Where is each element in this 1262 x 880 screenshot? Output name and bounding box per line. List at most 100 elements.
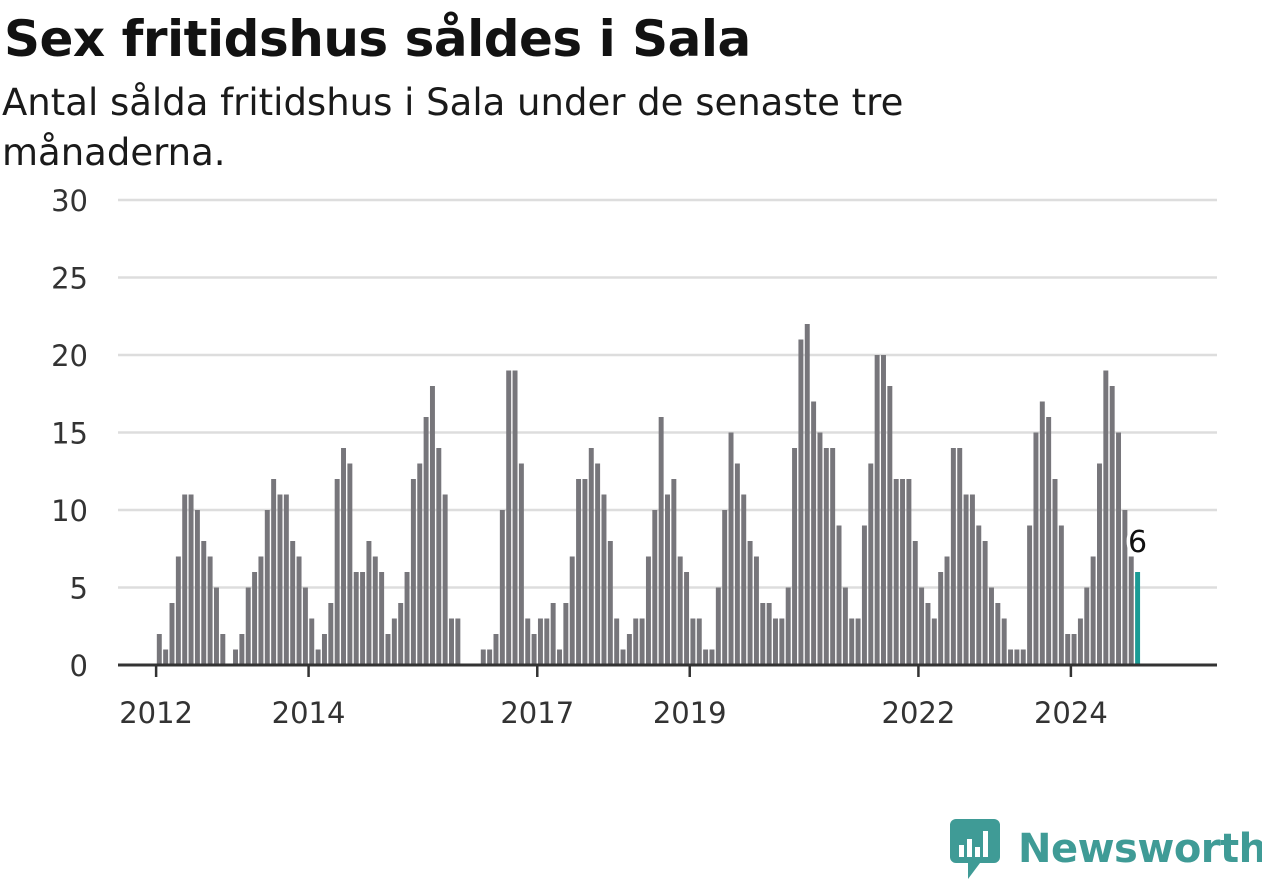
brand-name: Newsworthy [1018, 826, 1262, 872]
bar [252, 572, 258, 665]
bar [1001, 618, 1007, 665]
bar [1020, 649, 1026, 665]
latest-value-label: 6 [1128, 525, 1147, 560]
bar [391, 618, 397, 665]
bar [639, 618, 645, 665]
bar [1116, 432, 1122, 665]
bar [626, 634, 632, 665]
bar [309, 618, 315, 665]
bar [182, 494, 188, 665]
bar [245, 587, 251, 665]
y-tick-label: 5 [70, 572, 88, 606]
bar [963, 494, 969, 665]
bar [881, 355, 886, 665]
bar [817, 432, 823, 665]
x-tick-label: 2014 [272, 696, 346, 730]
bar [328, 603, 334, 665]
bar [277, 494, 283, 665]
y-tick-label: 15 [51, 417, 88, 451]
bar [614, 618, 620, 665]
bar [207, 556, 213, 665]
bar [1065, 634, 1071, 665]
bar [347, 463, 353, 665]
bar [830, 448, 836, 665]
bar [804, 324, 810, 665]
bar [976, 525, 982, 665]
bar [506, 370, 512, 665]
bar [1128, 556, 1134, 665]
y-tick-label: 30 [51, 184, 88, 218]
bar [493, 634, 499, 665]
bar [607, 541, 613, 665]
bar [1014, 649, 1020, 665]
bar [442, 494, 448, 665]
bar [798, 339, 804, 665]
bar [1046, 417, 1052, 665]
bar [455, 618, 461, 665]
bar [849, 618, 855, 665]
bar [893, 479, 899, 665]
bar [595, 463, 601, 665]
bar [989, 587, 994, 665]
x-tick-label: 2022 [882, 696, 956, 730]
bar [398, 603, 404, 665]
bar [550, 603, 556, 665]
bar [423, 417, 429, 665]
bar [982, 541, 988, 665]
newsworthy-logo: Newsworthy [950, 818, 1262, 880]
bar [334, 479, 340, 665]
bar [836, 525, 842, 665]
bar [900, 479, 906, 665]
bar [194, 510, 200, 665]
bar [950, 448, 956, 665]
bar [645, 556, 651, 665]
bar [175, 556, 181, 665]
bar [188, 494, 194, 665]
bar [1008, 649, 1014, 665]
bar [201, 541, 207, 665]
newsworthy-logo-icon [950, 819, 1000, 879]
bar [601, 494, 607, 665]
chart-title: Sex fritidshus såldes i Sala [4, 10, 751, 68]
bar [372, 556, 378, 665]
bar [588, 448, 594, 665]
y-axis: 0 5 10 15 20 25 30 [51, 184, 88, 683]
bar [658, 417, 664, 665]
bar [1033, 432, 1039, 665]
bar [855, 618, 861, 665]
bar [258, 556, 264, 665]
bar [652, 510, 658, 665]
bar [499, 510, 505, 665]
bar [671, 479, 677, 665]
bar [760, 603, 766, 665]
bar [213, 587, 219, 665]
bar [842, 587, 848, 665]
bar [1027, 525, 1033, 665]
bar-latest [1135, 572, 1141, 665]
bar-chart: 2012 2014 2017 2019 2022 2024 0 5 10 15 20 25 30 6 [51, 184, 1217, 730]
bar [906, 479, 912, 665]
annotations: 6 [1125, 522, 1151, 564]
bar [995, 603, 1001, 665]
bar [925, 603, 931, 665]
bar [792, 448, 798, 665]
bar [290, 541, 296, 665]
y-tick-label: 25 [51, 262, 88, 296]
bar [487, 649, 493, 665]
chart-subtitle: Antal sålda fritidshus i Sala under de s… [2, 81, 904, 174]
bar [677, 556, 683, 665]
x-tick-label: 2017 [500, 696, 574, 730]
bar [665, 494, 670, 665]
bar [271, 479, 277, 665]
bar [703, 649, 709, 665]
bar [861, 525, 867, 665]
bar [1096, 463, 1102, 665]
bar [938, 572, 944, 665]
y-tick-label: 10 [51, 494, 88, 528]
bar [874, 355, 880, 665]
bar [302, 587, 308, 665]
bar [931, 618, 937, 665]
bar [823, 448, 829, 665]
bar [868, 463, 874, 665]
bar [715, 587, 721, 665]
